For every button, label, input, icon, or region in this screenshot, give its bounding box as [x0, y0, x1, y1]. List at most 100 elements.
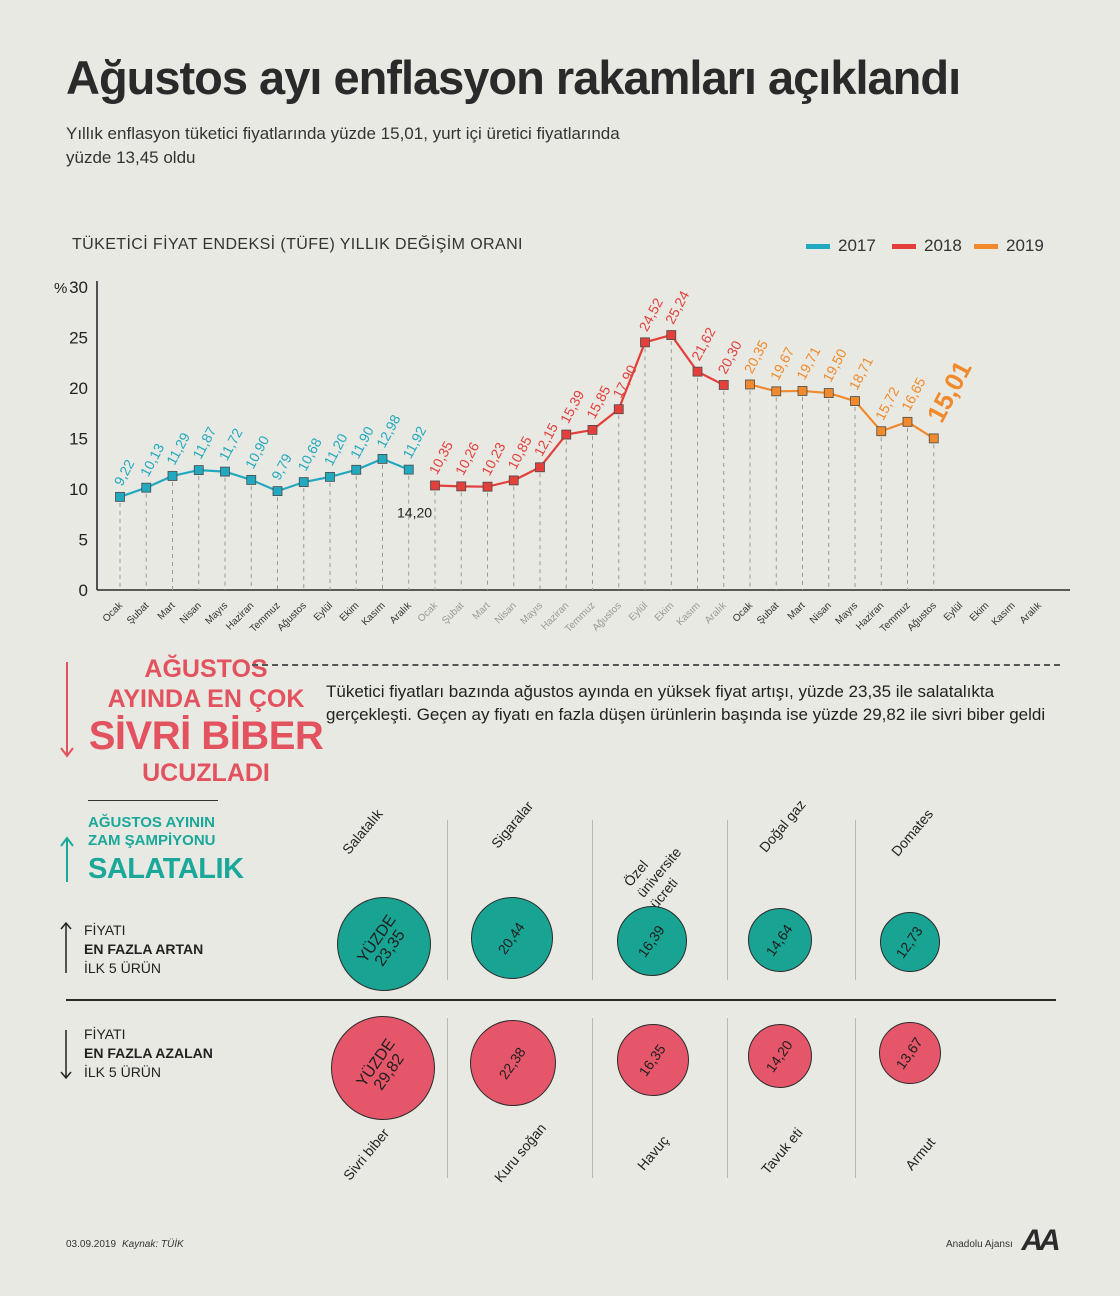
data-point-2018: [508, 475, 519, 486]
legend-swatch-2019: [974, 243, 998, 249]
fall-bubble-value: 22,38: [495, 1043, 530, 1082]
rise-bubble: 16,39: [617, 906, 687, 976]
data-point-2017: [193, 465, 204, 476]
data-label-2017: 10,68: [294, 435, 325, 474]
fall-bubble: YÜZDE 29,82: [331, 1016, 435, 1120]
data-label-2018: 25,24: [662, 288, 693, 327]
legend-swatch-2018: [892, 243, 916, 249]
column-separator: [727, 1018, 728, 1178]
legend-2019: 2019: [974, 236, 1044, 256]
x-tick-label: Eylül: [942, 600, 965, 623]
data-label-2017: 10,90: [242, 433, 273, 472]
fall-bubble: 13,67: [879, 1022, 941, 1084]
fall-bubble-value: 16,35: [635, 1040, 670, 1079]
champion-line3: SALATALIK: [88, 853, 244, 885]
rise-bubble-value: 16,39: [634, 921, 669, 960]
rise-label-line3: İLK 5 ÜRÜN: [84, 960, 162, 976]
rise-bubble-value: 20,44: [494, 918, 529, 957]
up-arrow-icon: [60, 836, 74, 882]
data-point-2017: [115, 491, 125, 502]
x-tick-label: Eylül: [627, 600, 650, 623]
x-tick-label: Mart: [156, 600, 178, 622]
data-label-2019: 15,72: [872, 384, 903, 423]
data-label-2018: 12,15: [531, 420, 562, 459]
data-point-2017: [167, 471, 178, 481]
fall-item-name: Tavuk eti: [757, 1124, 806, 1178]
column-separator: [592, 820, 593, 980]
fall-item-name: Kuru soğan: [490, 1120, 550, 1186]
legend-label-2019: 2019: [1006, 236, 1044, 255]
x-tick-label: Mart: [471, 600, 493, 622]
column-separator: [592, 1018, 593, 1178]
data-point-2018: [535, 462, 545, 473]
rows-divider: [66, 999, 1056, 1001]
data-point-2018: [692, 366, 703, 377]
x-tick-label: Ocak: [416, 600, 441, 625]
rise-item-name: Doğal gaz: [755, 796, 809, 856]
x-tick-label: Şubat: [440, 600, 466, 626]
data-point-2019: [876, 426, 887, 437]
falls-headline-line2: AYINDA EN ÇOK: [107, 685, 305, 713]
column-separator: [447, 820, 448, 980]
rise-row-label: FİYATI EN FAZLA ARTAN İLK 5 ÜRÜN: [84, 921, 203, 978]
rise-label-line1: FİYATI: [84, 922, 126, 938]
data-point-2018: [430, 480, 440, 491]
data-label-2017: 11,20: [321, 431, 351, 469]
champion-line1: AĞUSTOS AYININ: [88, 814, 215, 831]
x-tick-label: Ekim: [653, 600, 677, 624]
data-point-2019: [902, 416, 913, 427]
y-tick-label: 0: [79, 581, 88, 600]
x-tick-label: Şubat: [755, 600, 781, 626]
subtitle: Yıllık enflasyon tüketici fiyatlarında y…: [66, 124, 620, 167]
y-tick-label: 5: [79, 531, 88, 550]
data-point-2019: [823, 388, 834, 398]
data-point-2017: [325, 471, 335, 482]
data-point-2019: [928, 433, 939, 444]
x-tick-label: Nisan: [493, 600, 519, 626]
data-label-2019: 20,35: [741, 337, 772, 376]
fall-item-name: Havuç: [633, 1132, 672, 1174]
x-tick-label: Kasım: [990, 600, 1018, 628]
y-tick-label: 10: [69, 480, 88, 499]
x-tick-label: Ağustos: [906, 600, 939, 633]
data-label-2017: 9,79: [268, 451, 295, 483]
falls-headline-line3: SİVRİ BİBER: [88, 714, 324, 758]
x-tick-label: Ocak: [101, 600, 126, 625]
data-point-2017: [351, 464, 362, 475]
rise-item-name: Salatalık: [338, 805, 386, 858]
fall-bubble-value: 13,67: [892, 1033, 927, 1072]
x-tick-label: Nisan: [178, 600, 204, 626]
logo-text: AA: [1020, 1224, 1059, 1256]
data-point-2017: [272, 486, 283, 497]
data-label-2017: 11,92: [399, 423, 429, 461]
fall-bubble: 22,38: [470, 1020, 556, 1106]
column-separator: [855, 820, 856, 980]
up-arrow-small-icon: [60, 921, 72, 973]
data-point-2018: [587, 425, 598, 435]
fall-item-name: Armut: [901, 1134, 939, 1174]
rise-bubble: 12,73: [880, 912, 940, 972]
column-separator: [447, 1018, 448, 1178]
legend-label-2017: 2017: [838, 236, 876, 255]
down-arrow-small-icon: [60, 1030, 72, 1080]
fall-bubble: 16,35: [617, 1024, 689, 1096]
data-point-2018: [561, 429, 572, 440]
data-point-2018: [482, 481, 493, 492]
x-tick-label: Şubat: [125, 600, 151, 626]
chart-title: TÜKETİCİ FİYAT ENDEKSİ (TÜFE) YILLIK DEĞ…: [72, 236, 523, 253]
data-label-2018: 10,23: [478, 439, 509, 478]
data-label-2019: 18,71: [846, 354, 877, 393]
x-tick-label: Kasım: [675, 600, 703, 628]
falls-headline: AĞUSTOS AYINDA EN ÇOK SİVRİ BİBER UCUZLA…: [86, 654, 326, 788]
champion-headline: AĞUSTOS AYININ ZAM ŞAMPİYONU SALATALIK: [88, 814, 244, 888]
rise-bubble: YÜZDE 23,35: [337, 897, 431, 991]
legend-swatch-2017: [806, 243, 830, 249]
data-point-2017: [377, 454, 388, 464]
data-label-2018: 20,30: [714, 338, 745, 377]
data-point-2017: [141, 482, 152, 493]
falls-headline-line1: AĞUSTOS: [144, 655, 268, 683]
fall-label-line2: EN FAZLA AZALAN: [84, 1045, 213, 1061]
x-tick-label: Aralık: [388, 600, 415, 627]
y-tick-label: 30: [69, 278, 88, 297]
